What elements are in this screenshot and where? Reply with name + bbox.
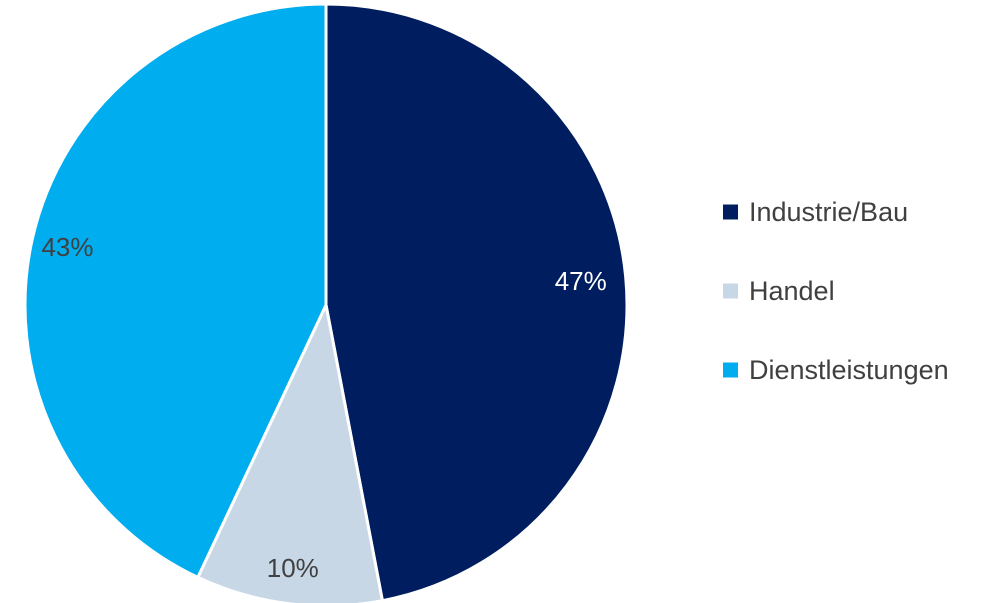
legend-label-industrie-bau: Industrie/Bau — [749, 197, 908, 227]
data-label-dienstleistungen: 43% — [41, 232, 93, 262]
data-label-handel: 10% — [267, 553, 319, 583]
legend-swatch-handel — [723, 283, 738, 299]
legend-swatch-industrie-bau — [723, 204, 738, 220]
data-label-industrie-bau: 47% — [555, 266, 607, 296]
legend-label-handel: Handel — [749, 276, 835, 306]
pie-data-labels: 47% 10% 43% — [41, 232, 606, 583]
pie-slice-industrie-bau — [324, 2, 629, 603]
chart-legend: Industrie/Bau Handel Dienstleistungen — [723, 197, 949, 385]
legend-label-dienstleistungen: Dienstleistungen — [749, 355, 949, 385]
legend-swatch-dienstleistungen — [723, 362, 738, 378]
pie-slices — [23, 2, 629, 603]
pie-slice-dienstleistungen — [23, 2, 328, 579]
